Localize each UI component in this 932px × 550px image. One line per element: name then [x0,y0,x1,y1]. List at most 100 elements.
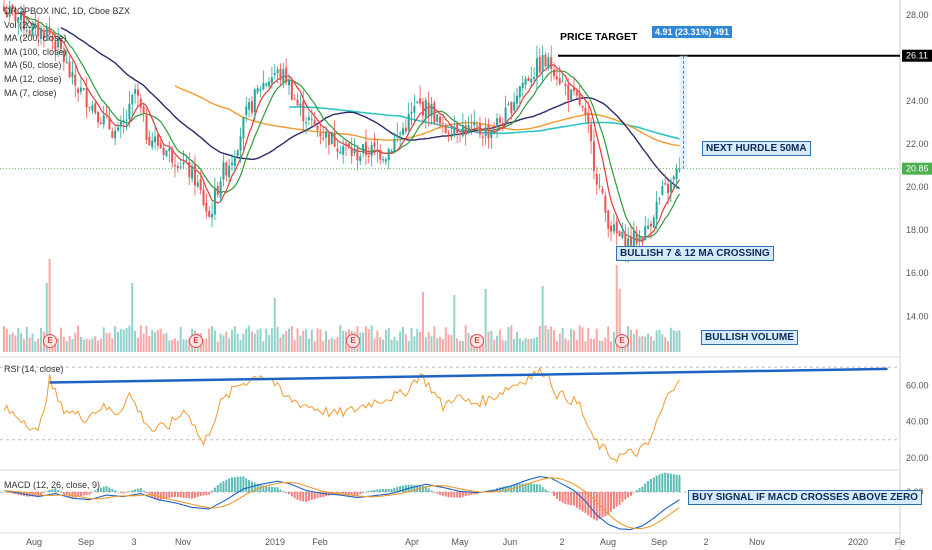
volume-bar [652,340,655,352]
candle-body [216,186,219,195]
candle-body [108,117,111,130]
volume-bar [496,335,499,352]
macd-histogram-bar [185,492,188,499]
macd-histogram-bar [561,492,564,503]
candle-body [114,130,117,139]
candle-body [14,8,17,22]
candle-body [11,4,14,10]
macd-histogram-bar [367,491,370,492]
macd-pane-title[interactable]: MACD (12, 26, close, 9) [4,480,101,490]
price-tick-label: 22.00 [906,139,929,149]
earnings-flag-icon[interactable]: E [43,334,57,348]
candle-body [347,143,350,148]
macd-histogram-bar [675,474,678,492]
volume-bar [68,335,71,352]
candle-body [88,107,91,109]
volume-bar [444,327,447,352]
candle-body [544,54,547,67]
volume-bar [165,333,168,352]
volume-bar [419,331,422,352]
macd-histogram-bar [11,492,14,494]
candle-body [191,166,194,179]
legend-ma200[interactable]: MA (200, close) [4,33,67,44]
candle-body [373,142,376,147]
candle-body [524,78,527,85]
volume-bar [77,325,80,352]
volume-bar [302,330,305,352]
macd-histogram-bar [302,492,305,502]
earnings-flag-icon[interactable]: E [470,334,484,348]
candle-body [37,22,40,37]
macd-histogram-bar [71,492,74,498]
candle-body [302,100,305,122]
candle-body [484,127,487,137]
volume-bar [114,326,117,352]
volume-bar [376,330,379,352]
candle-body [60,37,62,49]
rsi-pane-title[interactable]: RSI (14, close) [4,364,64,374]
macd-histogram-bar [347,492,350,496]
candle-body [364,142,367,156]
ma50-line [60,26,680,190]
macd-histogram-bar [48,489,51,492]
earnings-flag-icon[interactable]: E [615,334,629,348]
volume-bar [111,338,114,352]
volume-bar [62,336,65,352]
macd-histogram-bar [373,489,376,492]
legend-ma50[interactable]: MA (50, close) [4,60,62,71]
macd-histogram-bar [384,488,387,492]
volume-bar [299,335,302,352]
macd-histogram-bar [114,490,117,492]
macd-histogram-bar [587,492,590,516]
candle-body [299,103,302,106]
legend-vol[interactable]: Vol (20) [4,19,36,30]
volume-bar [678,330,681,352]
volume-bar [71,339,74,352]
volume-bar [407,341,410,352]
macd-histogram-bar [652,477,655,492]
legend-ma7[interactable]: MA (7, close) [4,87,57,98]
volume-bar [239,339,242,352]
macd-histogram-bar [28,492,31,497]
price-levels [0,54,900,170]
candle-body [199,179,202,191]
candle-body [362,144,365,154]
symbol-title[interactable]: DROPBOX INC, 1D, Cboe BZX [4,6,131,16]
macd-histogram-bar [641,486,644,492]
volume-bar [225,331,228,352]
candle-body [288,80,290,86]
rsi-tick-label: 40.00 [906,417,929,427]
legend-ma100[interactable]: MA (100, close) [4,46,67,57]
candle-body [367,156,370,158]
time-tick-label: Sep [78,537,94,547]
macd-histogram-bar [595,492,598,521]
time-tick-label: 2019 [265,537,285,547]
volume-bar [541,286,544,352]
earnings-flag-icon[interactable]: E [346,334,360,348]
volume-bar [131,283,134,352]
volume-bar [242,333,245,352]
candle-body [672,176,675,180]
volume-bar [231,329,233,352]
macd-histogram-bar [94,490,97,492]
volume-bar [421,292,424,352]
earnings-flag-icon[interactable]: E [189,334,203,348]
volume-bar [105,332,108,352]
volume-bar [156,329,159,352]
macd-histogram-bar [421,485,424,492]
candle-body [268,81,271,87]
volume-bar [99,338,102,352]
legend-ma12[interactable]: MA (12, close) [4,73,62,84]
volume-bar [282,333,285,352]
candle-body [558,78,561,85]
price-tick-label: 24.00 [906,96,929,106]
macd-histogram-bar [618,492,621,505]
volume-bar [171,339,174,352]
volume-bar [436,338,439,352]
candle-body [25,30,28,32]
candle-body [533,76,536,79]
macd-histogram-bar [578,492,581,510]
candle-body [136,89,139,96]
time-tick-label: Nov [749,537,766,547]
